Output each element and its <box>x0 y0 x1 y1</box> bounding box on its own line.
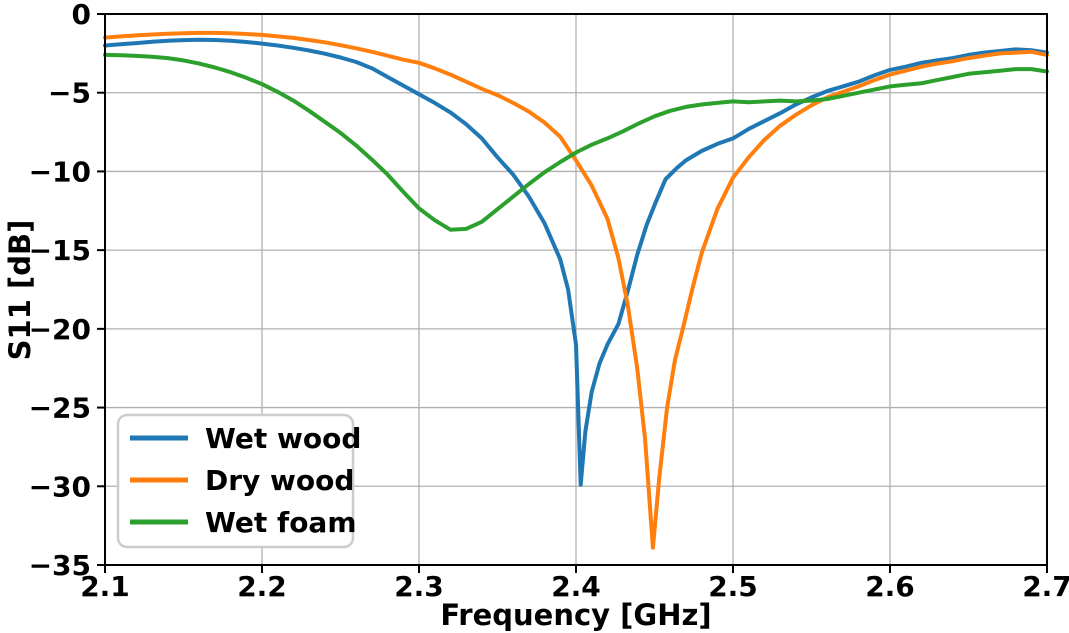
x-tick-label: 2.6 <box>865 570 915 603</box>
x-axis-label: Frequency [GHz] <box>440 598 711 632</box>
y-tick-label: 0 <box>72 0 91 31</box>
y-tick-label: −5 <box>48 77 91 110</box>
x-tick-label: 2.4 <box>551 570 601 603</box>
x-tick-label: 2.5 <box>708 570 758 603</box>
y-tick-label: −10 <box>29 155 91 188</box>
y-tick-label: −15 <box>29 234 91 267</box>
x-tick-label: 2.2 <box>237 570 287 603</box>
y-tick-label: −30 <box>29 470 91 503</box>
legend-label-wet-wood: Wet wood <box>205 422 361 455</box>
series-line-wet-foam <box>103 52 1049 232</box>
x-tick-label: 2.3 <box>394 570 444 603</box>
legend-label-dry-wood: Dry wood <box>205 464 354 497</box>
x-tick-label: 2.1 <box>80 570 130 603</box>
legend-label-wet-foam: Wet foam <box>205 506 357 539</box>
legend-box <box>116 413 355 549</box>
y-tick-label: −25 <box>29 392 91 425</box>
y-tick-label: −35 <box>29 549 91 582</box>
y-tick-label: −20 <box>29 313 91 346</box>
series-line-dry-wood <box>103 30 1049 550</box>
y-axis-label: S11 [dB] <box>3 220 37 361</box>
series-line-wet-wood <box>103 37 1049 487</box>
x-tick-label: 2.7 <box>1022 570 1069 603</box>
